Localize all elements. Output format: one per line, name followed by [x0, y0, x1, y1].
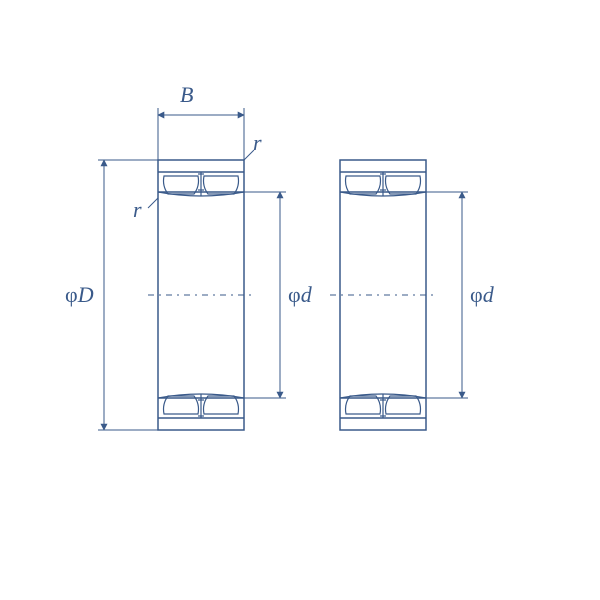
label-r-left: r: [133, 197, 142, 222]
label-d-center: φd: [288, 282, 313, 307]
label-r-top: r: [253, 130, 262, 155]
label-D: φD: [65, 282, 94, 307]
left-view: [98, 108, 286, 430]
label-B: B: [180, 82, 193, 107]
label-d-right: φd: [470, 282, 495, 307]
right-view: [330, 160, 468, 430]
bearing-diagram: B r r φD φd φd: [0, 0, 600, 600]
